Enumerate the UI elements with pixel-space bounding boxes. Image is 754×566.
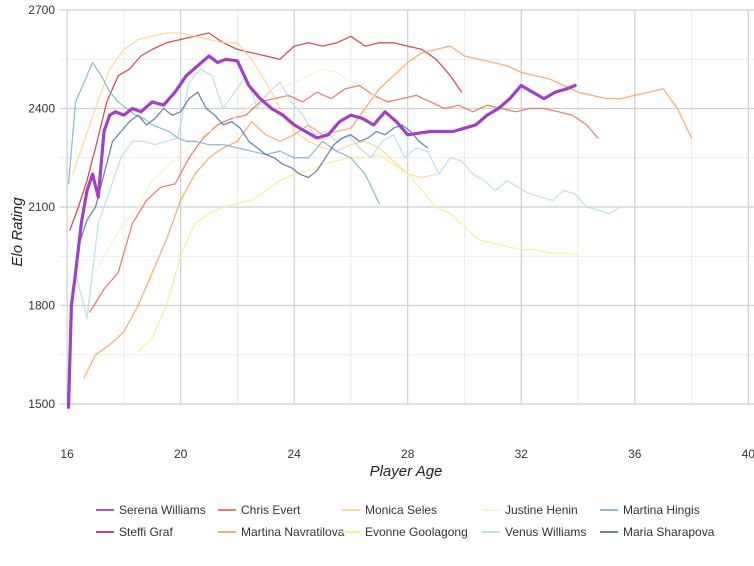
x-tick-label: 40 (742, 447, 754, 461)
series-line-venus-williams (74, 68, 622, 320)
legend-label: Martina Navratilova (241, 525, 345, 539)
legend-label: Venus Williams (505, 525, 586, 539)
legend-label: Monica Seles (365, 503, 437, 517)
legend-label: Evonne Goolagong (365, 525, 468, 539)
series-line-martina-navratilova (83, 45, 693, 379)
x-axis-title: Player Age (370, 463, 443, 480)
legend-label: Chris Evert (241, 503, 301, 517)
series-line-serena-williams (66, 54, 577, 409)
y-axis-title: Elo Rating (9, 197, 26, 267)
y-tick-label: 1800 (28, 299, 55, 313)
series-lines (66, 32, 693, 409)
series-line-justine-henin (94, 68, 409, 274)
series-line-chris-evert (89, 84, 599, 313)
legend-label: Maria Sharapova (623, 525, 715, 539)
x-tick-label: 28 (401, 447, 415, 461)
series-line-maria-sharapova (77, 91, 429, 248)
y-tick-label: 2100 (28, 200, 55, 214)
legend-label: Justine Henin (505, 503, 578, 517)
x-tick-label: 20 (174, 447, 188, 461)
legend: Serena Williams Steffi Graf Chris Evert Mar… (96, 503, 715, 539)
series-line-martina-hingis (67, 61, 380, 205)
y-tick-label: 1500 (28, 397, 55, 411)
legend-label: Steffi Graf (119, 525, 173, 539)
x-tick-label: 32 (515, 447, 529, 461)
x-axis-ticks: 16 20 24 28 32 36 40 (60, 447, 754, 461)
y-axis-ticks: 1500 1800 2100 2400 2700 (28, 3, 55, 411)
series-line-steffi-graf (69, 32, 463, 231)
x-tick-label: 24 (287, 447, 301, 461)
series-line-evonne-goolagong (137, 153, 579, 353)
legend-label: Martina Hingis (623, 503, 700, 517)
x-tick-label: 36 (628, 447, 642, 461)
x-tick-label: 16 (60, 447, 74, 461)
grid (60, 9, 754, 405)
y-tick-label: 2700 (28, 3, 55, 17)
series-line-monica-seles (72, 32, 437, 179)
legend-label: Serena Williams (119, 503, 206, 517)
y-tick-label: 2400 (28, 102, 55, 116)
